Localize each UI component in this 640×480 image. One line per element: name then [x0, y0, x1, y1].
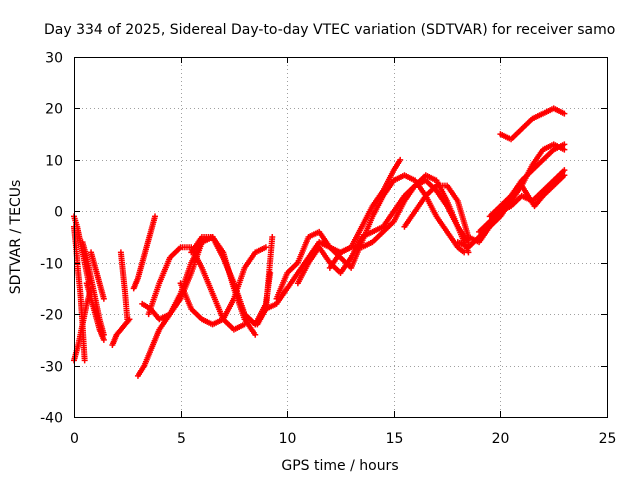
data-points	[71, 105, 568, 379]
y-tick-label: -40	[40, 411, 63, 427]
series-track-7	[109, 316, 133, 348]
x-tick-labels: 0 5 10 15 20 25	[70, 431, 616, 447]
data-point	[561, 172, 568, 179]
x-tick-label: 10	[279, 431, 297, 447]
axis-ticks	[74, 57, 608, 418]
y-tick-label: 30	[45, 51, 63, 67]
series-track-5	[88, 249, 107, 302]
data-point	[262, 244, 269, 251]
series-track-6	[83, 280, 107, 343]
y-tick-label: 20	[45, 102, 63, 118]
y-tick-label: 0	[54, 205, 63, 221]
grid-lines	[74, 57, 607, 417]
series-track-8	[117, 249, 131, 323]
y-tick-label: 10	[45, 154, 63, 170]
data-point	[124, 316, 131, 323]
data-point	[465, 249, 472, 256]
data-point	[241, 321, 248, 328]
data-point	[561, 167, 568, 174]
y-tick-label: -20	[40, 308, 63, 324]
x-tick-label: 25	[599, 431, 617, 447]
series-track-18	[326, 172, 472, 271]
data-point	[561, 146, 568, 153]
data-point	[100, 295, 107, 302]
x-tick-label: 20	[492, 431, 510, 447]
data-point	[100, 336, 107, 343]
x-tick-label: 5	[177, 431, 186, 447]
chart-title: Day 334 of 2025, Sidereal Day-to-day VTE…	[44, 22, 615, 38]
y-tick-label: -30	[40, 360, 63, 376]
series-track-13	[177, 244, 269, 328]
series-track-14	[188, 234, 276, 328]
series-track-22	[486, 172, 568, 220]
y-axis-label: SDTVAR / TECUs	[8, 180, 24, 295]
x-tick-label: 0	[70, 431, 79, 447]
data-point	[252, 331, 259, 338]
x-axis-label: GPS time / hours	[281, 458, 398, 474]
data-point	[561, 141, 568, 148]
data-point	[561, 110, 568, 117]
y-tick-label: -10	[40, 257, 63, 273]
x-tick-label: 15	[386, 431, 404, 447]
data-point	[397, 156, 404, 163]
plot-frame	[74, 57, 608, 418]
data-point	[152, 213, 159, 220]
y-tick-labels: -40 -30 -20 -10 0 10 20 30	[40, 51, 63, 427]
data-point	[81, 357, 88, 364]
data-point	[269, 234, 276, 240]
series-track-9	[130, 213, 159, 292]
data-point	[267, 270, 274, 276]
series-track-23	[497, 105, 568, 143]
